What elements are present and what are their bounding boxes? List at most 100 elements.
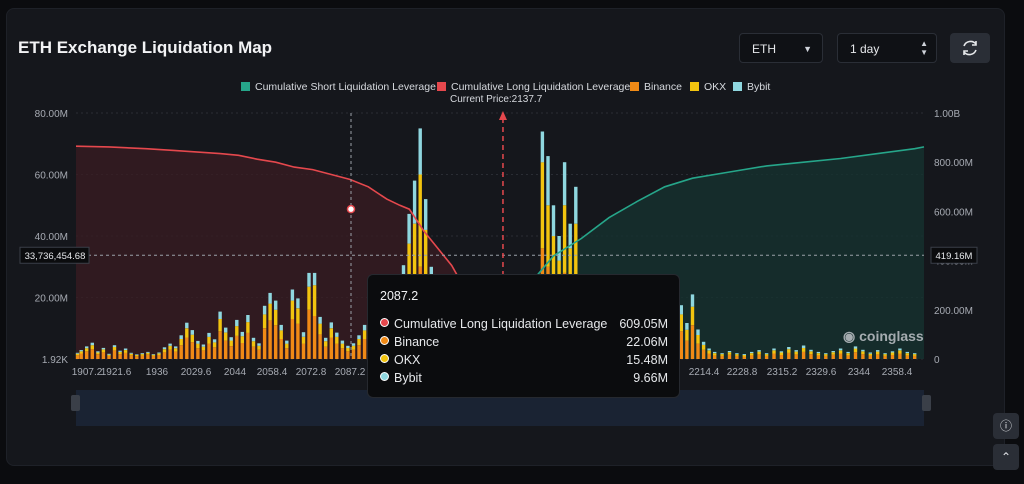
bar-okx bbox=[357, 339, 361, 346]
bar-binance bbox=[135, 356, 139, 359]
legend-label: Cumulative Short Liquidation Leverage bbox=[255, 81, 436, 93]
bar-okx bbox=[229, 340, 233, 346]
bar-okx bbox=[707, 350, 711, 354]
bar-bybit bbox=[207, 332, 211, 337]
bar-bybit bbox=[735, 353, 739, 355]
bar-binance bbox=[85, 351, 89, 359]
bar-binance bbox=[240, 343, 244, 359]
bar-okx bbox=[685, 329, 689, 341]
bar-bybit bbox=[890, 351, 895, 353]
bar-bybit bbox=[787, 347, 791, 350]
bar-bybit bbox=[742, 354, 746, 355]
bar-bybit bbox=[794, 350, 798, 352]
bar-okx bbox=[913, 354, 917, 356]
bar-okx bbox=[346, 347, 350, 352]
bar-binance bbox=[140, 355, 144, 359]
bar-binance bbox=[868, 355, 872, 359]
bar-okx bbox=[351, 345, 356, 350]
bar-okx bbox=[838, 350, 843, 354]
bar-binance bbox=[75, 355, 80, 359]
bar-okx bbox=[157, 353, 161, 355]
x-tick-label: 2214.4 bbox=[689, 367, 720, 378]
scroll-top-button[interactable]: ⌃ bbox=[993, 444, 1019, 470]
bar-binance bbox=[185, 337, 189, 359]
bar-okx bbox=[212, 342, 217, 348]
bar-bybit bbox=[274, 300, 278, 310]
bar-binance bbox=[296, 323, 300, 359]
bar-binance bbox=[146, 354, 150, 359]
bar-bybit bbox=[262, 305, 267, 315]
bar-okx bbox=[123, 350, 128, 353]
legend-item-long[interactable]: Cumulative Long Liquidation Leverage bbox=[437, 81, 630, 93]
bar-bybit bbox=[779, 351, 784, 353]
legend-item-okx[interactable]: OKX bbox=[690, 81, 726, 93]
bar-okx bbox=[787, 349, 791, 353]
bar-binance bbox=[362, 339, 367, 359]
legend-item-short[interactable]: Cumulative Short Liquidation Leverage bbox=[241, 81, 436, 93]
bar-binance bbox=[257, 349, 261, 359]
bar-bybit bbox=[229, 337, 233, 341]
legend-item-bybit[interactable]: Bybit bbox=[733, 81, 770, 93]
bar-binance bbox=[701, 349, 706, 359]
bar-okx bbox=[257, 345, 261, 350]
bar-bybit bbox=[540, 131, 545, 163]
bar-bybit bbox=[251, 337, 256, 342]
bar-okx bbox=[118, 351, 122, 355]
bar-binance bbox=[162, 352, 167, 359]
bar-bybit bbox=[346, 345, 350, 348]
bar-binance bbox=[157, 355, 161, 359]
x-tick-label: 2058.4 bbox=[257, 367, 288, 378]
legend-item-binance[interactable]: Binance bbox=[630, 81, 682, 93]
x-tick-label: 2344 bbox=[848, 367, 871, 378]
bar-okx bbox=[168, 345, 172, 350]
bar-okx bbox=[274, 309, 278, 326]
bar-bybit bbox=[285, 340, 289, 344]
bar-bybit bbox=[85, 346, 89, 349]
hover-point bbox=[346, 204, 356, 214]
bar-binance bbox=[772, 353, 776, 359]
bar-binance bbox=[262, 328, 267, 360]
bar-bybit bbox=[190, 330, 194, 335]
bar-bybit bbox=[162, 347, 167, 350]
bar-binance bbox=[905, 355, 909, 359]
bar-bybit bbox=[750, 351, 754, 354]
y-left-tick-label: 1.92K bbox=[42, 355, 68, 366]
bar-okx bbox=[240, 336, 244, 343]
alert-button[interactable]: ⓘ bbox=[993, 413, 1019, 439]
overlay: 33,736,454.68 419.16M bbox=[19, 111, 978, 359]
bar-binance bbox=[274, 325, 278, 359]
bar-okx bbox=[861, 351, 865, 355]
bar-okx bbox=[713, 353, 717, 356]
bar-binance bbox=[779, 355, 784, 359]
bar-okx bbox=[262, 314, 267, 329]
bar-okx bbox=[285, 343, 289, 349]
bar-binance bbox=[809, 354, 813, 359]
timeframe-select[interactable]: 1 day ▲ ▼ bbox=[837, 33, 937, 63]
bar-bybit bbox=[418, 128, 422, 175]
crosshair-left-label-bg bbox=[19, 246, 90, 264]
alert-icon: ⓘ bbox=[999, 419, 1012, 433]
bar-bybit bbox=[335, 332, 339, 337]
bar-bybit bbox=[196, 340, 200, 344]
bar-bybit bbox=[824, 353, 828, 355]
bar-bybit bbox=[913, 353, 917, 355]
bar-bybit bbox=[168, 343, 172, 346]
symbol-select[interactable]: ETH ▼ bbox=[739, 33, 823, 63]
x-tick-label: 2029.6 bbox=[181, 367, 212, 378]
chevron-up-icon: ⌃ bbox=[1000, 450, 1012, 464]
bar-bybit bbox=[257, 343, 261, 346]
bar-binance bbox=[96, 354, 100, 359]
bar-bybit bbox=[329, 322, 333, 329]
bar-okx bbox=[679, 314, 683, 332]
chevron-down-icon: ▼ bbox=[803, 44, 812, 54]
bar-bybit bbox=[838, 348, 843, 351]
bar-bybit bbox=[868, 352, 872, 354]
legend-label: Bybit bbox=[747, 81, 771, 93]
bar-binance bbox=[713, 355, 717, 359]
bar-okx bbox=[179, 339, 183, 346]
bar-okx bbox=[574, 223, 578, 286]
tooltip-row-value: 9.66M bbox=[633, 371, 668, 385]
axes: 1.92K20.00M40.00M60.00M80.00M0200.00M400… bbox=[35, 109, 973, 378]
refresh-button[interactable] bbox=[950, 33, 990, 63]
